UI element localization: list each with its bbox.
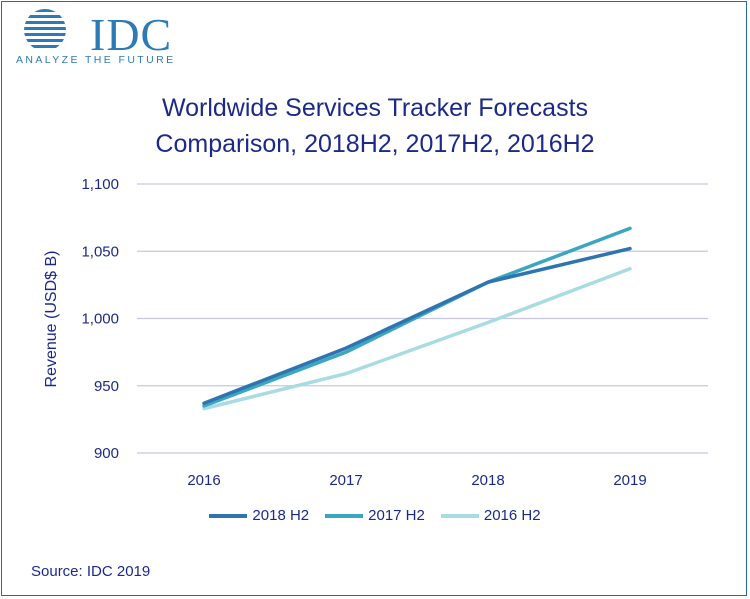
legend-item: 2017 H2 xyxy=(325,507,425,524)
chart-title-line1: Worldwide Services Tracker Forecasts xyxy=(161,94,589,122)
globe-icon xyxy=(24,9,66,48)
y-axis-title: Revenue (USD$ B) xyxy=(43,251,60,388)
y-tick-label: 1,000 xyxy=(81,311,119,328)
x-tick-label: 2018 xyxy=(471,472,504,489)
legend-item: 2018 H2 xyxy=(209,507,309,524)
source-note: Source: IDC 2019 xyxy=(31,563,151,580)
legend-item: 2016 H2 xyxy=(440,507,541,524)
legend-swatch xyxy=(209,513,248,518)
idc-logo: IDC ANALYZE THE FUTURE xyxy=(14,8,184,68)
legend: 2018 H2 2017 H2 2016 H2 xyxy=(0,507,750,524)
y-tick-label: 950 xyxy=(94,378,119,395)
logo-tagline: ANALYZE THE FUTURE xyxy=(16,54,176,66)
x-tick-label: 2019 xyxy=(613,472,646,489)
x-tick-label: 2016 xyxy=(187,472,220,489)
logo-wordmark: IDC xyxy=(90,9,173,60)
y-tick-label: 1,050 xyxy=(81,243,119,260)
y-tick-label: 900 xyxy=(94,445,119,462)
legend-label: 2016 H2 xyxy=(483,507,541,524)
x-tick-label: 2017 xyxy=(329,472,362,489)
chart-title-line2: Comparison, 2018H2, 2017H2, 2016H2 xyxy=(155,130,595,158)
legend-swatch xyxy=(325,513,364,518)
series-line-2017-h2 xyxy=(202,226,632,408)
legend-label: 2018 H2 xyxy=(252,507,310,524)
series-line-2016-h2 xyxy=(202,266,632,411)
legend-label: 2017 H2 xyxy=(368,507,425,524)
series-line-2018-h2 xyxy=(202,246,632,405)
legend-swatch xyxy=(440,513,479,518)
y-tick-label: 1,100 xyxy=(81,176,119,193)
